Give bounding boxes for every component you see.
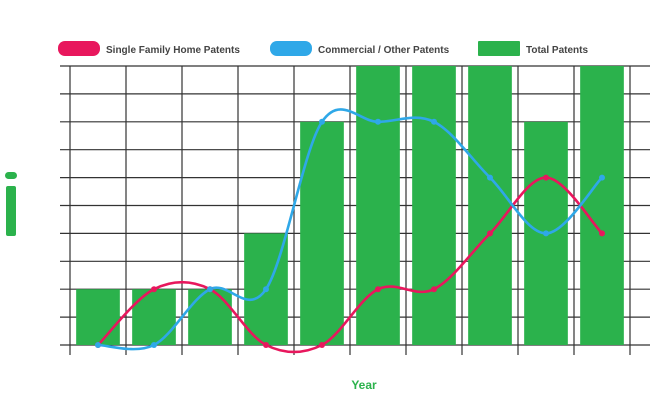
- y-axis-title: [5, 172, 17, 236]
- point-single-family: [151, 286, 157, 293]
- legend: Single Family Home Patents Commercial / O…: [58, 41, 588, 56]
- legend-total[interactable]: Total Patents: [478, 41, 588, 56]
- point-single-family: [319, 342, 325, 348]
- x-axis-title: Year: [351, 378, 377, 392]
- legend-label: Commercial / Other Patents: [318, 45, 450, 56]
- point-commercial: [487, 174, 493, 181]
- point-commercial: [95, 342, 101, 348]
- point-commercial: [431, 118, 437, 125]
- point-commercial: [263, 286, 269, 293]
- point-commercial: [319, 118, 325, 125]
- legend-swatch: [270, 41, 312, 56]
- bar-total-patents: [468, 66, 512, 345]
- line-commercial: [96, 108, 604, 351]
- line-series: [96, 108, 604, 354]
- bar-series: [76, 66, 624, 345]
- bar-total-patents: [580, 66, 624, 345]
- y-axis-title-mark-bar: [6, 186, 16, 236]
- legend-commercial[interactable]: Commercial / Other Patents: [270, 41, 450, 56]
- point-single-family: [543, 174, 549, 181]
- legend-label: Total Patents: [526, 45, 588, 56]
- point-single-family: [599, 230, 605, 237]
- point-single-family: [431, 286, 437, 293]
- point-commercial: [151, 342, 157, 348]
- legend-swatch: [478, 41, 520, 56]
- y-axis-title-mark-top: [5, 172, 17, 179]
- point-commercial: [207, 286, 213, 293]
- line-single-family: [96, 176, 604, 354]
- bar-total-patents: [356, 66, 400, 345]
- legend-single-family[interactable]: Single Family Home Patents: [58, 41, 240, 56]
- bar-total-patents: [76, 289, 120, 345]
- bar-total-patents: [412, 66, 456, 345]
- point-single-family: [487, 230, 493, 237]
- legend-label: Single Family Home Patents: [106, 45, 240, 56]
- point-commercial: [375, 118, 381, 125]
- point-single-family: [375, 286, 381, 293]
- point-commercial: [543, 230, 549, 237]
- bar-total-patents: [132, 289, 176, 345]
- point-single-family: [263, 342, 269, 348]
- legend-swatch: [58, 41, 100, 56]
- bar-total-patents: [188, 289, 232, 345]
- point-commercial: [599, 174, 605, 181]
- bar-total-patents: [300, 121, 344, 345]
- grid: [60, 65, 650, 355]
- line-points: [95, 118, 605, 348]
